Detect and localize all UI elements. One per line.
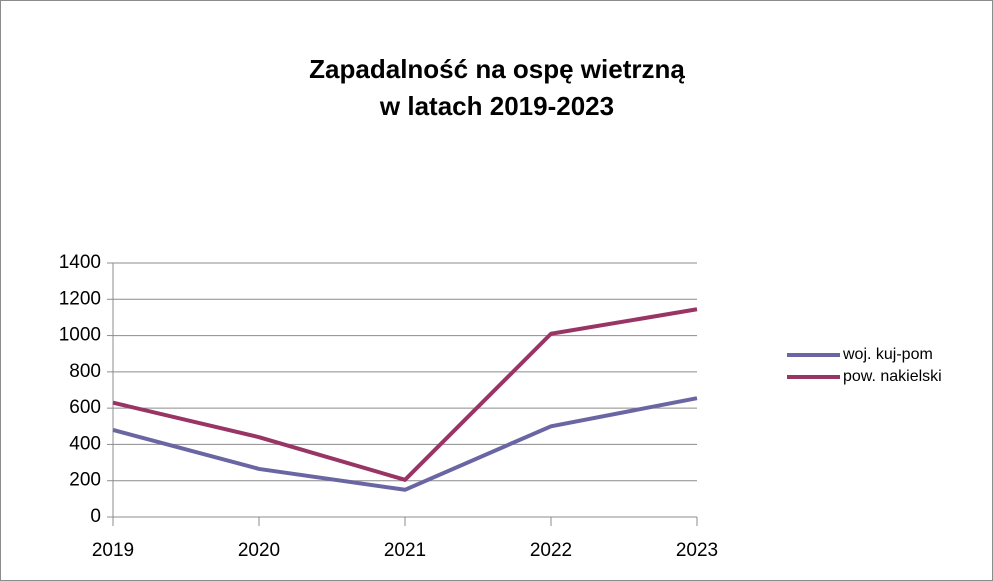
y-tick-label: 800 <box>69 361 101 382</box>
y-tick-label: 600 <box>69 397 101 418</box>
legend-label: pow. nakielski <box>843 368 942 385</box>
x-tick-label: 2021 <box>384 540 426 561</box>
chart-title: Zapadalność na ospę wietrzną <box>309 54 685 84</box>
x-tick-label: 2020 <box>238 540 280 561</box>
y-tick-label: 1200 <box>59 288 101 309</box>
x-tick-label: 2019 <box>92 540 134 561</box>
y-tick-label: 0 <box>90 506 101 527</box>
series-line <box>112 396 698 492</box>
series-line <box>112 307 698 482</box>
y-tick-label: 400 <box>69 433 101 454</box>
legend-label: woj. kuj-pom <box>842 346 933 363</box>
y-tick-label: 1400 <box>59 252 101 273</box>
y-tick-label: 1000 <box>59 325 101 346</box>
y-tick-label: 200 <box>69 470 101 491</box>
chart-title: w latach 2019-2023 <box>379 91 614 121</box>
x-tick-label: 2022 <box>530 540 572 561</box>
x-tick-label: 2023 <box>676 540 718 561</box>
